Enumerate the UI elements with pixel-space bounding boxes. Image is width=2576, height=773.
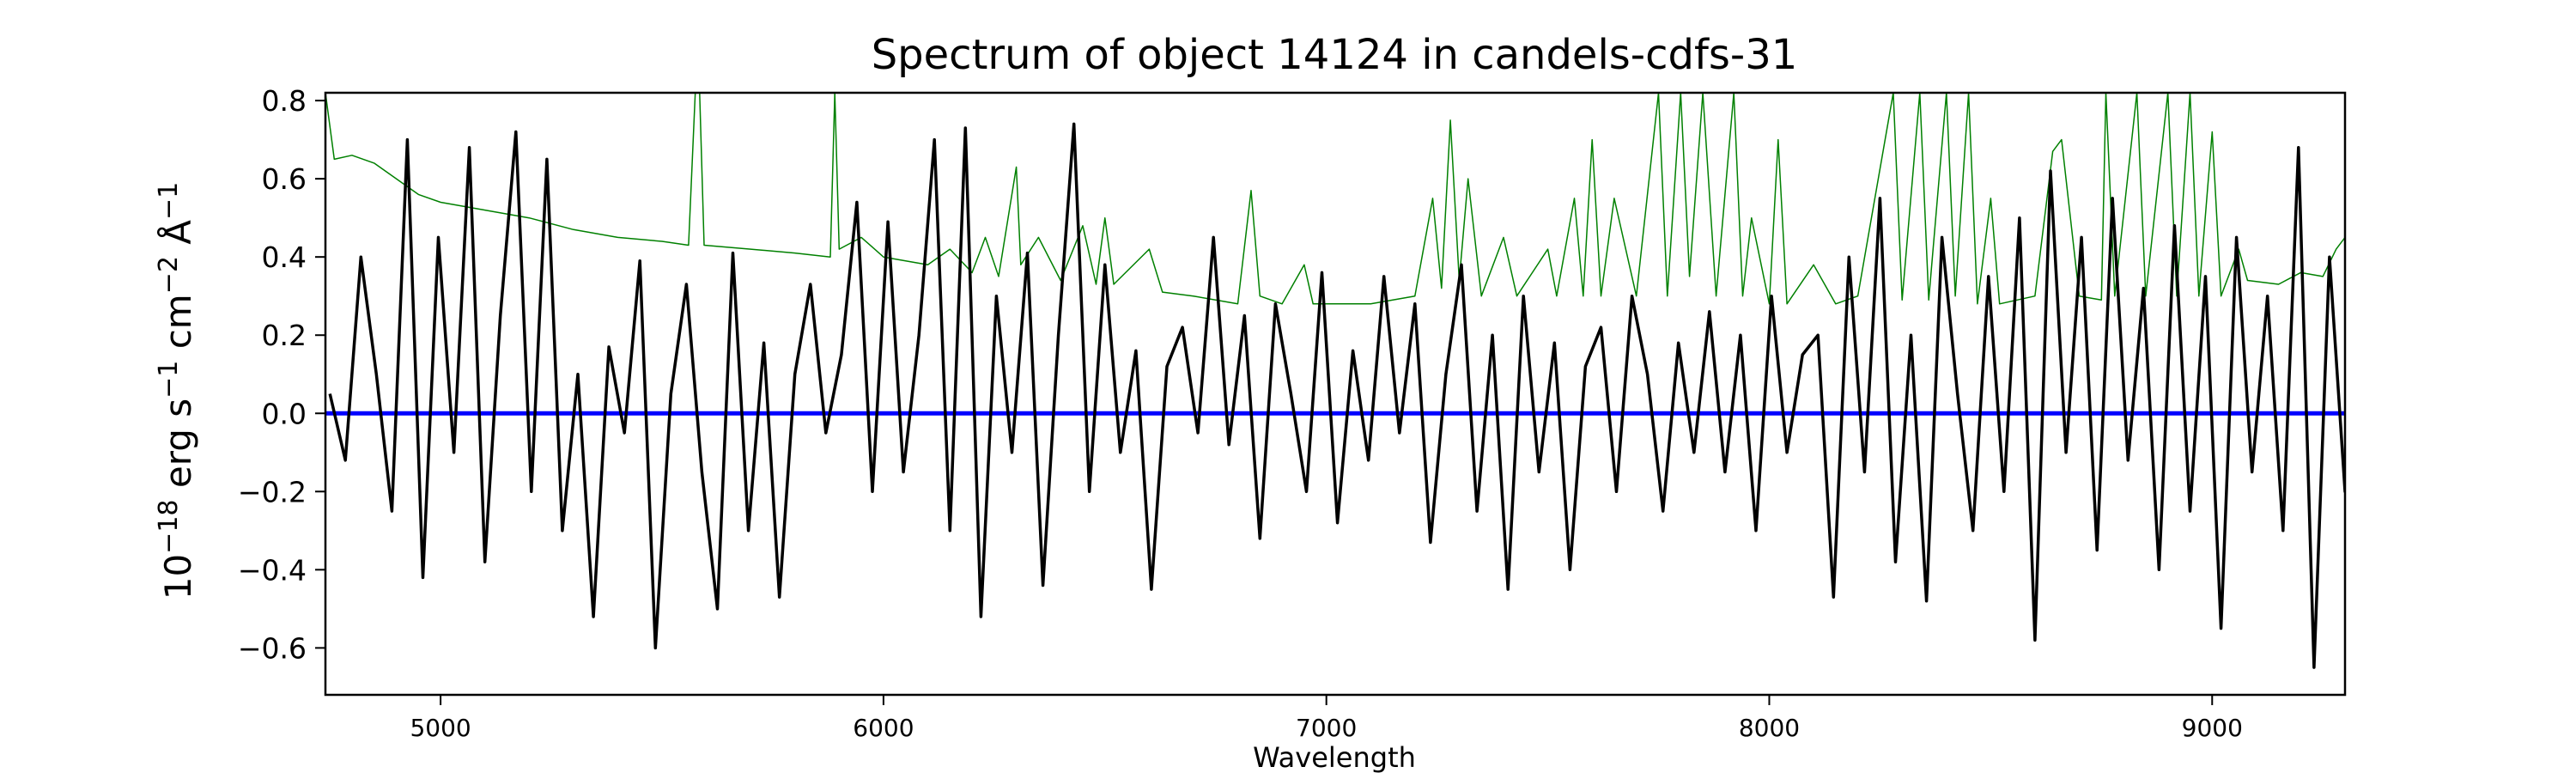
y-tick: −0.2 bbox=[238, 475, 325, 508]
y-tick: 0.2 bbox=[262, 319, 325, 352]
x-tick-label: 9000 bbox=[2182, 714, 2243, 742]
x-axis-label: Wavelength bbox=[1253, 741, 1416, 773]
y-tick-label: 0.4 bbox=[262, 240, 307, 274]
x-tick: 5000 bbox=[410, 695, 471, 742]
x-tick: 9000 bbox=[2182, 695, 2243, 742]
ylabel-exp: −1 bbox=[154, 182, 184, 220]
x-tick: 6000 bbox=[853, 695, 914, 742]
y-tick-label: 0.6 bbox=[262, 162, 307, 196]
x-tick: 8000 bbox=[1739, 695, 1800, 742]
plot-frame bbox=[324, 91, 2347, 697]
ylabel-exp: −2 bbox=[154, 256, 184, 294]
x-tick: 7000 bbox=[1296, 695, 1357, 742]
series-error-line bbox=[325, 93, 2345, 305]
y-tick: 0.6 bbox=[262, 162, 325, 196]
y-tick-label: −0.2 bbox=[238, 475, 307, 508]
y-tick: 0.0 bbox=[262, 397, 325, 430]
ylabel-exp: −1 bbox=[154, 361, 184, 399]
x-tick-label: 6000 bbox=[853, 714, 914, 742]
x-tick-label: 5000 bbox=[410, 714, 471, 742]
x-tick-label: 7000 bbox=[1296, 714, 1357, 742]
ylabel-unit: cm bbox=[157, 294, 199, 360]
ylabel-unit: erg s bbox=[157, 399, 199, 500]
x-tick-label: 8000 bbox=[1739, 714, 1800, 742]
y-tick-label: 0.2 bbox=[262, 319, 307, 352]
series-layer bbox=[325, 93, 2345, 669]
y-tick-label: −0.4 bbox=[238, 553, 307, 587]
ylabel-unit: Å bbox=[156, 220, 199, 256]
y-tick-label: 0.8 bbox=[262, 84, 307, 118]
ylabel-exp: −18 bbox=[154, 500, 184, 554]
y-axis-label: 10−18 erg s−1 cm−2 Å−1 bbox=[154, 182, 199, 600]
series-flux-line bbox=[328, 122, 2345, 669]
y-tick: 0.4 bbox=[262, 240, 325, 274]
y-tick: 0.8 bbox=[262, 84, 325, 118]
ylabel-base: 10 bbox=[157, 554, 199, 600]
y-tick: −0.4 bbox=[238, 553, 325, 587]
y-tick: −0.6 bbox=[238, 631, 325, 665]
y-tick-label: 0.0 bbox=[262, 397, 307, 430]
axes-layer: 5000 6000 7000 8000 9000 0.8 0.6 0.4 0.2 0.0 −0.2 −… bbox=[238, 84, 2347, 742]
y-tick-label: −0.6 bbox=[238, 631, 307, 665]
chart-title: Spectrum of object 14124 in candels-cdfs… bbox=[872, 31, 1798, 79]
